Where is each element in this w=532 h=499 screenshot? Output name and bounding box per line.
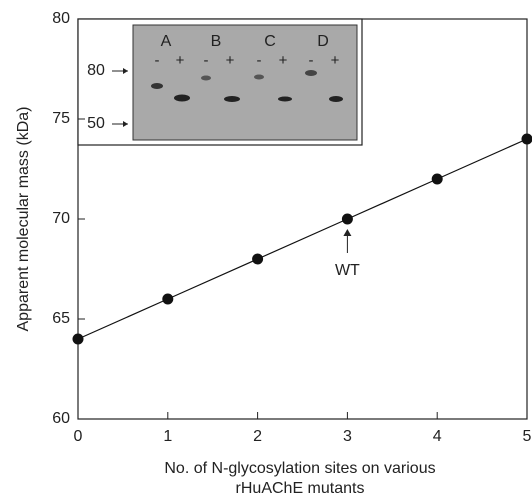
x-axis-title: No. of N-glycosylation sites on various xyxy=(164,460,435,477)
data-point xyxy=(162,294,173,305)
annotation: WT xyxy=(335,262,360,279)
y-axis-title: Apparent molecular mass (kDa) xyxy=(15,107,32,332)
lane-sign: - xyxy=(257,52,262,69)
marker-label: 80 xyxy=(87,62,105,79)
lane-sign: - xyxy=(309,52,314,69)
band xyxy=(278,97,292,102)
x-tick-label: 5 xyxy=(523,428,532,445)
band xyxy=(201,76,211,81)
x-tick-label: 0 xyxy=(74,428,83,445)
data-point xyxy=(522,134,532,145)
lane-sign: + xyxy=(226,52,235,69)
lane-label: C xyxy=(264,33,276,50)
lane-sign: + xyxy=(279,52,288,69)
x-axis-title: rHuAChE mutants xyxy=(236,480,365,497)
lane-label: A xyxy=(161,33,172,50)
lane-sign: - xyxy=(204,52,209,69)
band xyxy=(174,95,190,102)
x-tick-label: 1 xyxy=(163,428,172,445)
lane-sign: + xyxy=(331,52,340,69)
data-point xyxy=(342,214,353,225)
band xyxy=(305,70,317,76)
x-tick-label: 4 xyxy=(433,428,442,445)
marker-label: 50 xyxy=(87,115,105,132)
band xyxy=(224,96,240,102)
y-tick-label: 75 xyxy=(52,110,70,127)
lane-sign: + xyxy=(176,52,185,69)
chart: Apparent molecular mass (kDa) No. of N-g… xyxy=(0,0,532,499)
data-point xyxy=(73,334,84,345)
y-tick-label: 80 xyxy=(52,10,70,27)
band xyxy=(254,75,264,80)
fit-line xyxy=(78,139,527,339)
y-tick-label: 60 xyxy=(52,410,70,427)
band xyxy=(329,96,343,102)
y-tick-label: 65 xyxy=(52,310,70,327)
annotation-arrow xyxy=(343,229,351,236)
data-point xyxy=(252,254,263,265)
band xyxy=(151,83,163,89)
data-point xyxy=(432,174,443,185)
lane-sign: - xyxy=(155,52,160,69)
y-tick-label: 70 xyxy=(52,210,70,227)
lane-label: B xyxy=(211,33,222,50)
lane-label: D xyxy=(317,33,329,50)
x-tick-label: 3 xyxy=(343,428,352,445)
x-tick-label: 2 xyxy=(253,428,262,445)
